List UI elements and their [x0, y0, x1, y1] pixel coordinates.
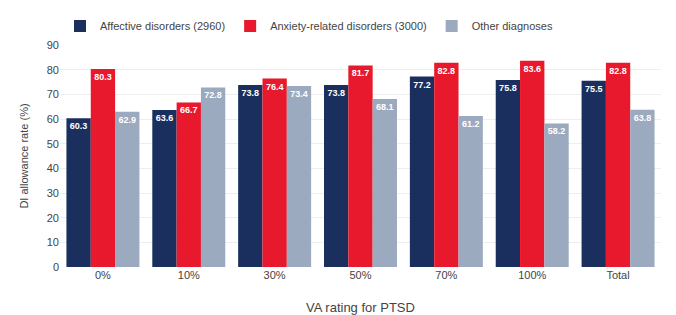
- svg-text:10%: 10%: [178, 269, 200, 281]
- svg-text:73.8: 73.8: [242, 88, 260, 98]
- svg-text:70%: 70%: [435, 269, 457, 281]
- svg-text:83.6: 83.6: [523, 64, 541, 74]
- svg-text:60.3: 60.3: [70, 121, 88, 131]
- svg-text:0%: 0%: [95, 269, 111, 281]
- svg-text:Total: Total: [606, 269, 629, 281]
- svg-text:63.8: 63.8: [634, 113, 652, 123]
- svg-text:30%: 30%: [264, 269, 286, 281]
- svg-text:82.8: 82.8: [609, 66, 627, 76]
- svg-text:80.3: 80.3: [94, 72, 112, 82]
- svg-text:70: 70: [47, 88, 59, 100]
- svg-text:Other diagnoses: Other diagnoses: [472, 20, 553, 32]
- svg-text:0: 0: [53, 261, 59, 273]
- svg-text:73.4: 73.4: [290, 89, 308, 99]
- svg-text:73.8: 73.8: [327, 88, 345, 98]
- svg-text:90: 90: [47, 39, 59, 51]
- svg-text:60: 60: [47, 113, 59, 125]
- svg-text:63.6: 63.6: [156, 113, 174, 123]
- svg-text:50%: 50%: [349, 269, 371, 281]
- svg-text:76.4: 76.4: [266, 82, 284, 92]
- svg-text:77.2: 77.2: [413, 80, 431, 90]
- svg-text:Anxiety-related disorders (300: Anxiety-related disorders (3000): [270, 20, 427, 32]
- svg-text:10: 10: [47, 236, 59, 248]
- svg-text:66.7: 66.7: [180, 105, 198, 115]
- svg-text:68.1: 68.1: [376, 102, 394, 112]
- svg-text:30: 30: [47, 187, 59, 199]
- svg-text:75.5: 75.5: [585, 84, 603, 94]
- svg-text:62.9: 62.9: [118, 115, 136, 125]
- svg-text:40: 40: [47, 162, 59, 174]
- svg-text:DI allowance rate (%): DI allowance rate (%): [18, 103, 30, 208]
- svg-text:50: 50: [47, 138, 59, 150]
- svg-text:20: 20: [47, 212, 59, 224]
- svg-text:82.8: 82.8: [438, 66, 456, 76]
- svg-text:100%: 100%: [518, 269, 546, 281]
- svg-text:80: 80: [47, 64, 59, 76]
- svg-text:VA rating for PTSD: VA rating for PTSD: [306, 300, 415, 315]
- svg-text:58.2: 58.2: [548, 126, 566, 136]
- svg-text:61.2: 61.2: [462, 119, 480, 129]
- svg-text:72.8: 72.8: [204, 90, 222, 100]
- svg-text:75.8: 75.8: [499, 83, 517, 93]
- svg-text:81.7: 81.7: [352, 68, 370, 78]
- svg-text:Affective disorders (2960): Affective disorders (2960): [100, 20, 225, 32]
